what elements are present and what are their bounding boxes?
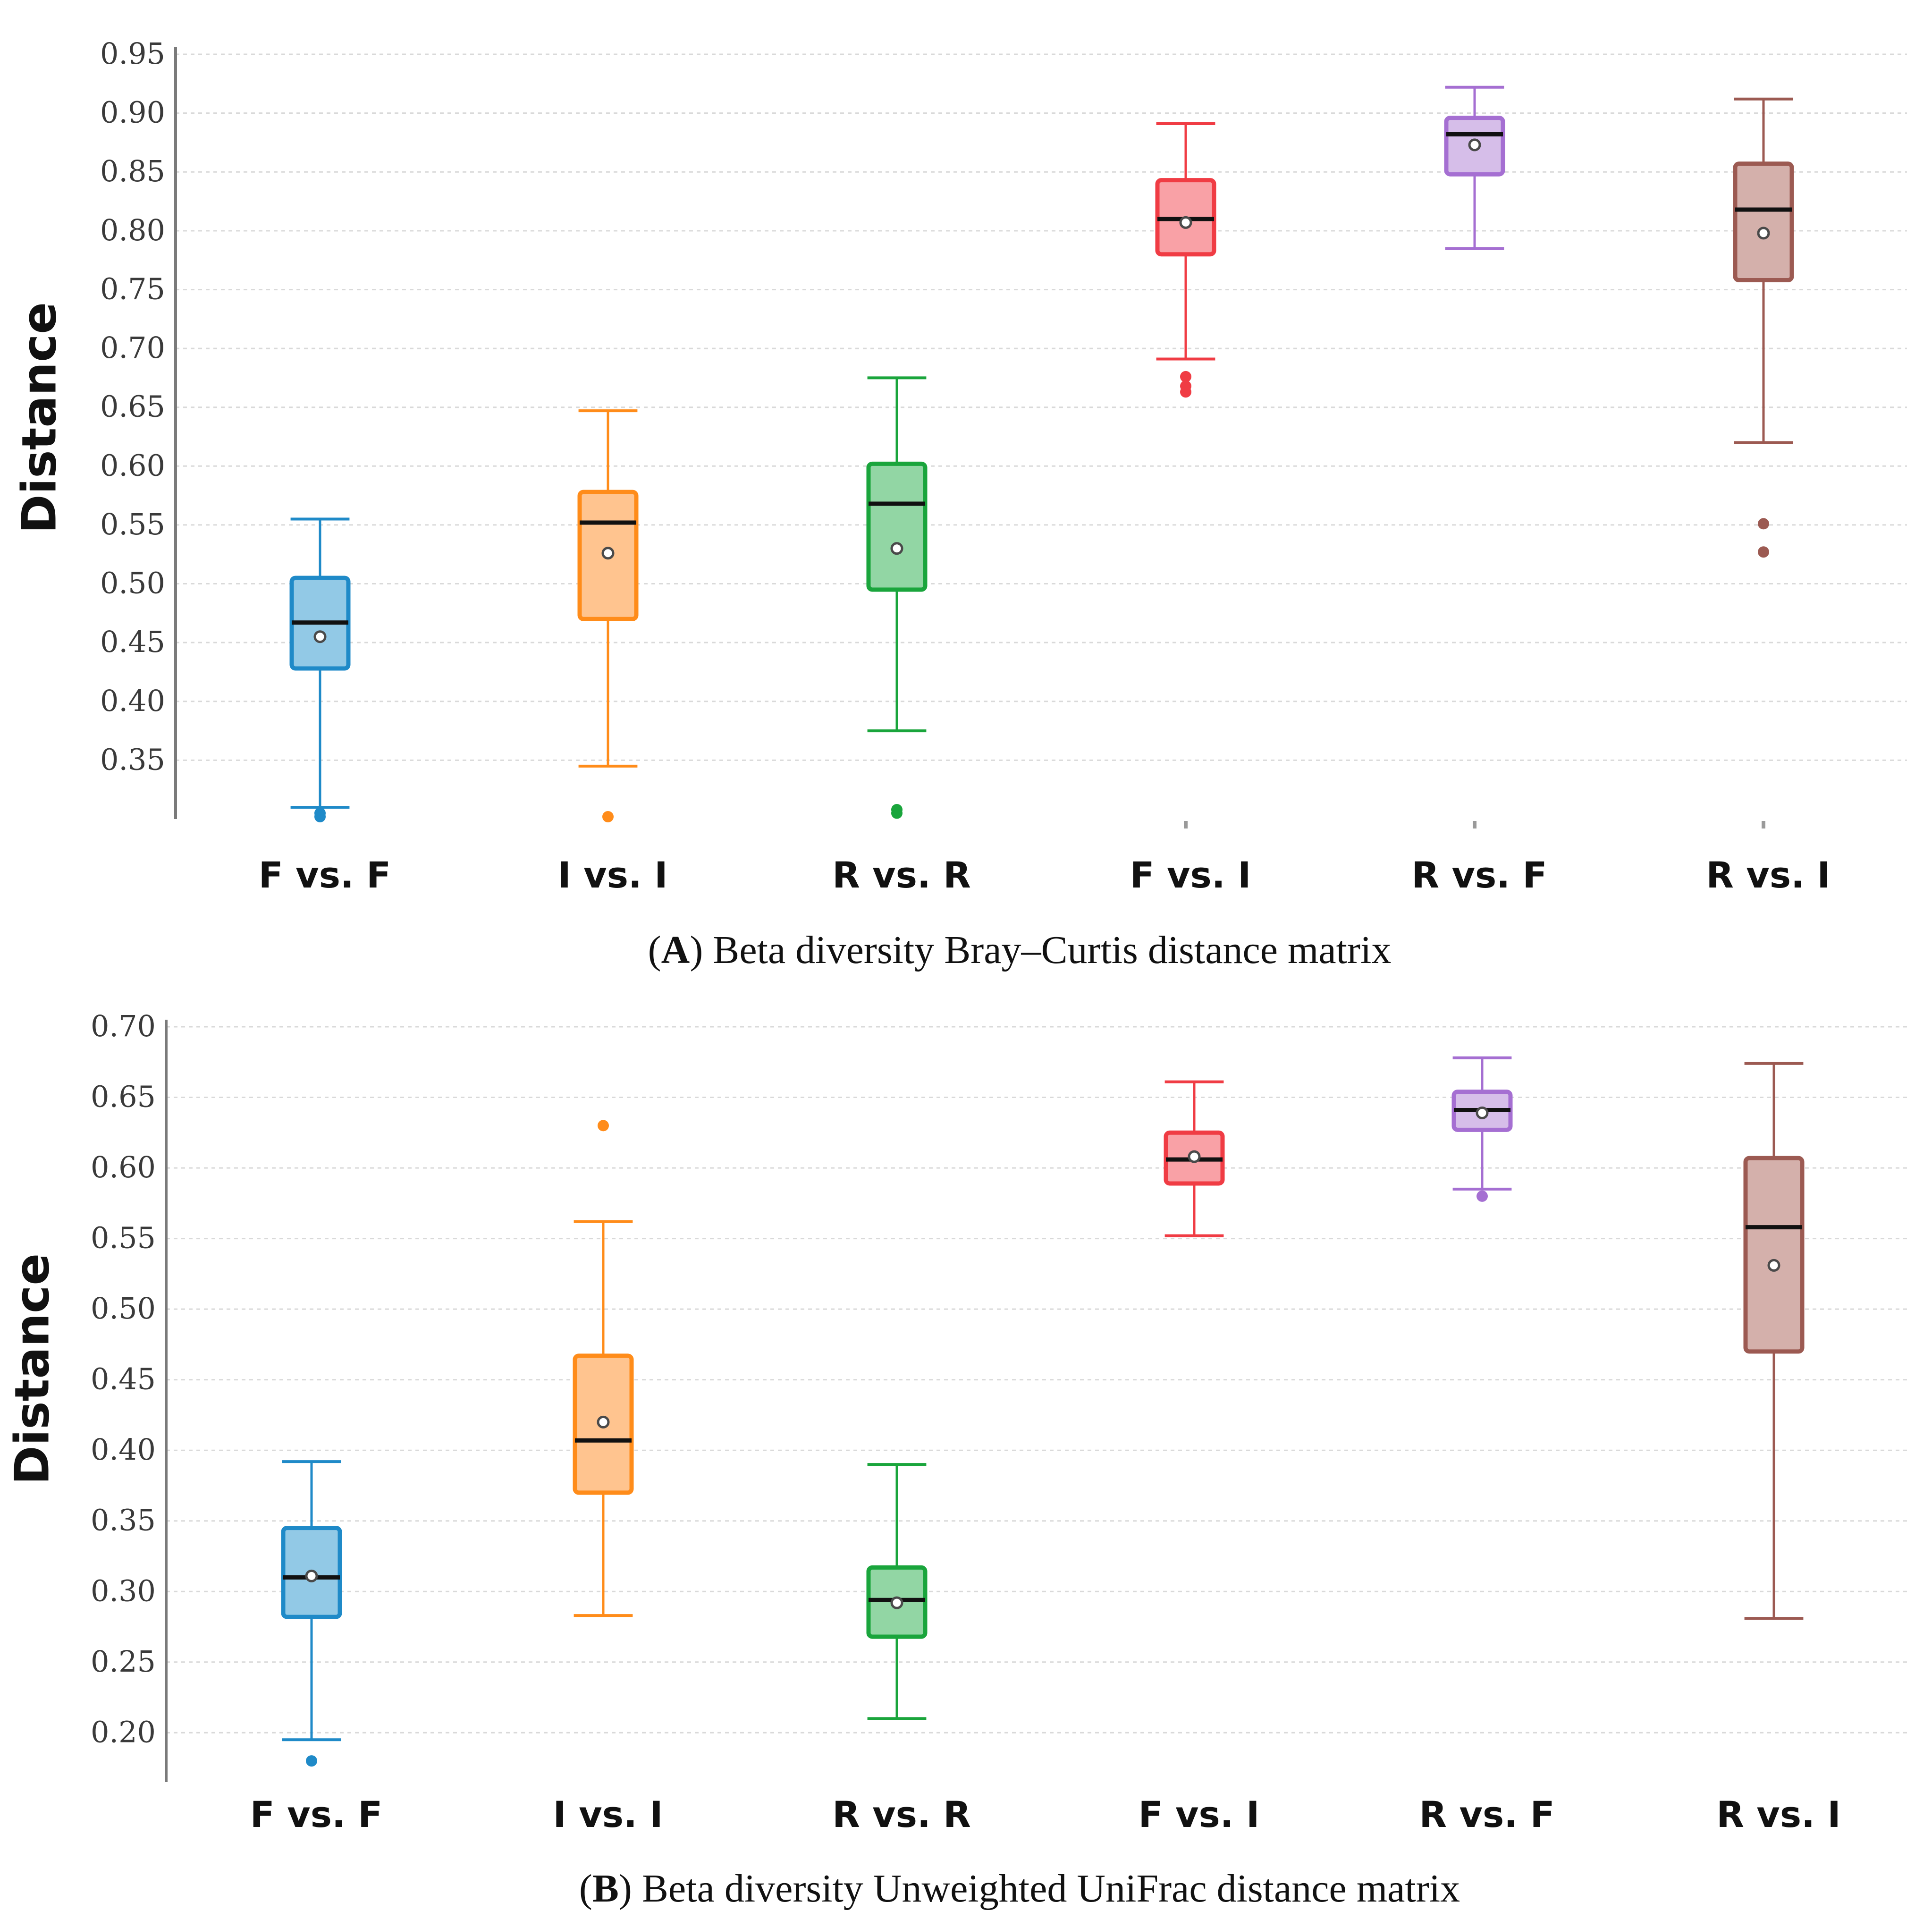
outlier-point [1476,1190,1488,1202]
y-axis-label: Distance [11,302,67,533]
y-tick-label: 0.40 [91,1432,156,1467]
y-axis-label: Distance [4,1253,59,1485]
category-label: I vs. I [557,854,667,896]
category-label: R vs. R [832,1793,971,1835]
mean-marker [1179,216,1192,229]
y-tick-label: 0.55 [91,1221,156,1255]
box-1 [281,1460,342,1767]
category-label: I vs. I [553,1793,663,1835]
panel-a-caption: (A) Beta diversity Bray–Curtis distance … [648,928,1392,972]
bottom-tick-mark [1762,821,1765,828]
mean-marker [601,547,615,560]
box-6 [1743,1062,1805,1620]
category-label: F vs. F [250,1793,382,1835]
y-tick-label: 0.45 [100,625,165,659]
bottom-tick-mark [1473,821,1476,828]
iqr-box [1733,161,1794,283]
y-tick-label: 0.25 [91,1644,156,1679]
panel-a-caption-text: Beta diversity Bray–Curtis distance matr… [713,928,1391,972]
outlier-point [598,1120,609,1132]
box-5 [1444,85,1505,250]
category-label: F vs. F [259,854,391,896]
bottom-tick-mark [1184,821,1188,828]
y-tick-label: 0.65 [91,1080,156,1114]
mean-marker [1476,1106,1489,1119]
outlier-point [1758,546,1769,558]
box-1 [289,517,351,823]
iqr-box [866,461,928,592]
y-tick-label: 0.60 [91,1150,156,1184]
outlier-point [1180,380,1191,392]
y-tick-label: 0.35 [100,742,165,777]
outlier-point [891,804,903,816]
outlier-point [1758,518,1769,530]
y-tick-label: 0.45 [91,1362,156,1396]
box-2 [573,1120,634,1617]
category-label: R vs. R [832,854,971,896]
box-3 [866,1463,928,1720]
mean-marker [1188,1150,1201,1163]
category-label: R vs. F [1419,1793,1554,1835]
mean-marker [597,1415,610,1429]
y-tick-label: 0.85 [100,154,165,188]
outlier-point [314,807,326,819]
y-tick-label: 0.65 [100,389,165,424]
panel-b-unweighted-unifrac: 0.20 0.25 0.30 0.35 0.40 0.45 0.50 0.55 0.60 0.65… [4,1009,1907,1835]
category-label: R vs. F [1411,854,1547,896]
mean-marker [1767,1259,1780,1272]
category-label: F vs. I [1139,1793,1260,1835]
panel-b-caption: (B) Beta diversity Unweighted UniFrac di… [579,1867,1460,1911]
y-tick-label: 0.90 [100,95,165,130]
mean-marker [890,542,903,555]
y-tick-label: 0.60 [100,448,165,482]
panel-a-caption-letter: A [661,928,690,972]
y-tick-label: 0.70 [91,1009,156,1043]
outlier-point [1180,371,1191,382]
outlier-point [602,811,614,823]
iqr-box [1743,1156,1805,1354]
y-tick-label: 0.50 [91,1291,156,1326]
category-label: R vs. I [1706,854,1830,896]
box-5 [1451,1056,1513,1202]
outlier-point [306,1755,317,1767]
y-tick-label: 0.55 [100,507,165,541]
panel-a-bray-curtis: 0.35 0.40 0.45 0.50 0.55 0.60 0.65 0.70 0.75 0.80… [11,36,1907,896]
box-6 [1733,97,1794,558]
panel-b-caption-letter: B [592,1867,619,1911]
mean-marker [313,630,327,643]
box-4 [1155,122,1216,398]
box-4 [1164,1080,1225,1237]
y-tick-label: 0.40 [100,684,165,718]
box-3 [866,376,928,819]
box-2 [577,409,639,823]
mean-marker [305,1569,318,1582]
y-tick-label: 0.95 [100,36,165,71]
y-tick-label: 0.30 [91,1573,156,1608]
panel-b-caption-text: Beta diversity Unweighted UniFrac distan… [642,1867,1460,1911]
mean-marker [1468,138,1481,152]
mean-marker [1757,227,1770,240]
y-tick-label: 0.50 [100,566,165,600]
category-label: F vs. I [1130,854,1251,896]
y-tick-label: 0.70 [100,330,165,365]
y-tick-label: 0.80 [100,213,165,247]
mean-marker [890,1596,903,1609]
y-tick-label: 0.35 [91,1503,156,1538]
category-label: R vs. I [1716,1793,1840,1835]
y-tick-label: 0.75 [100,271,165,306]
y-tick-label: 0.20 [91,1715,156,1749]
